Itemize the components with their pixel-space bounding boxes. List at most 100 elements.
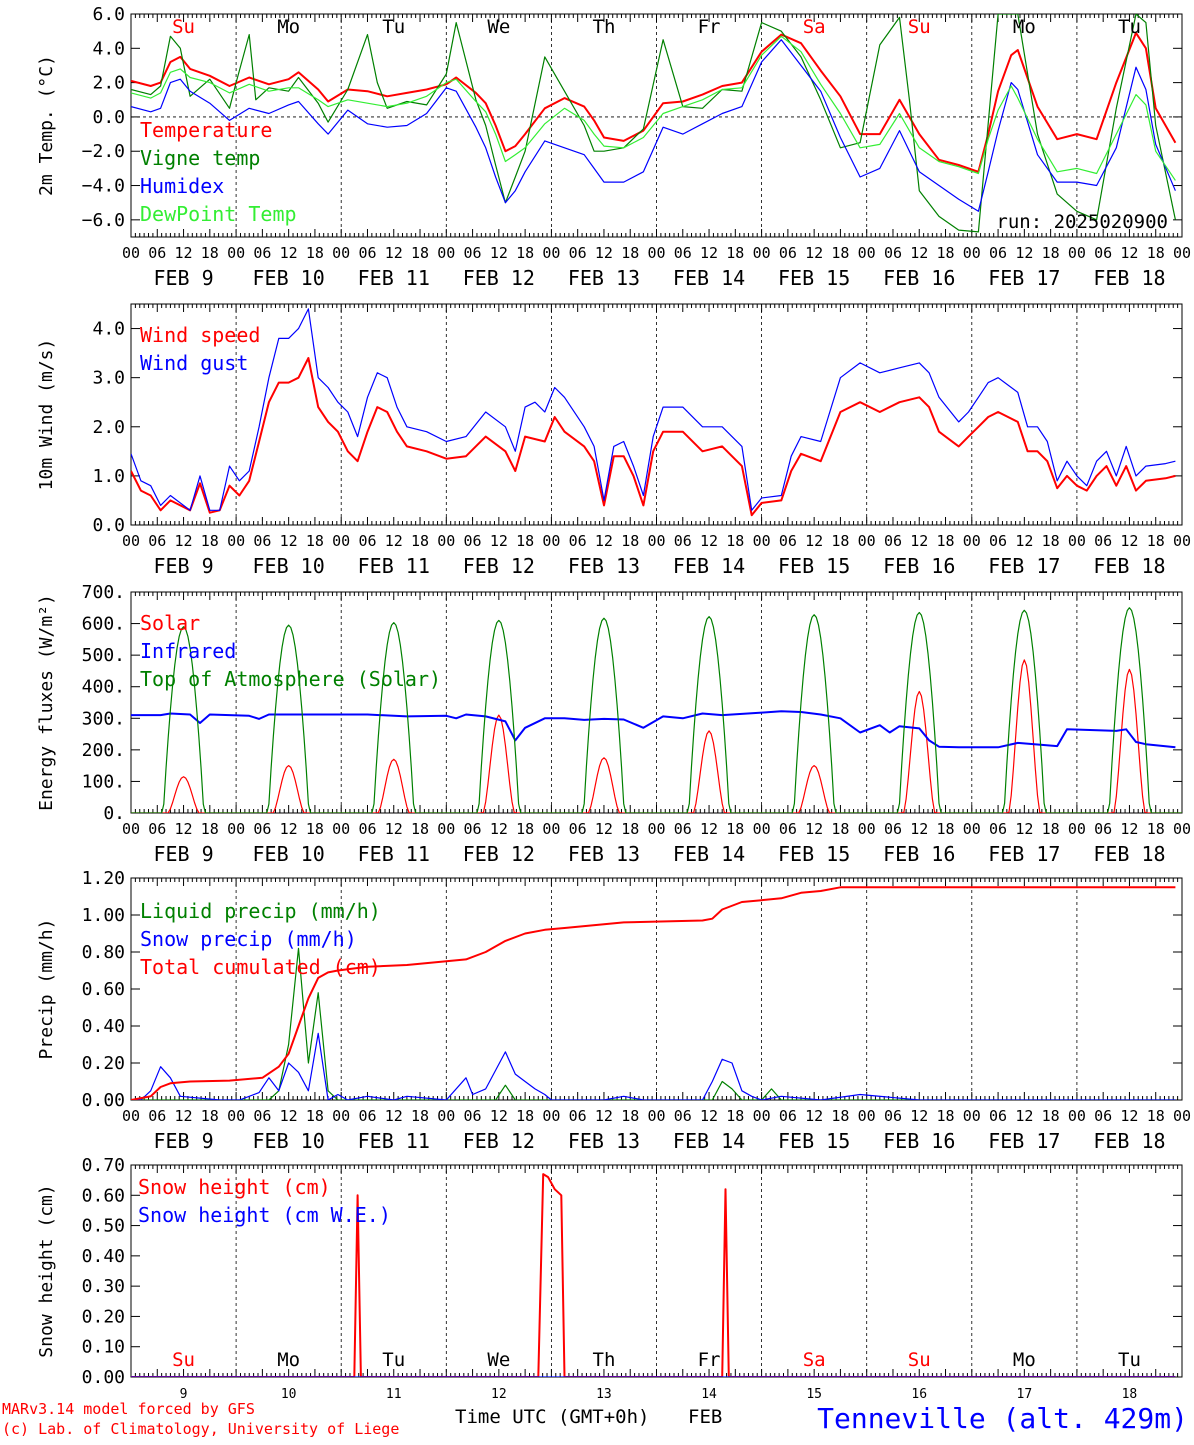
hour-tick-label: 00 xyxy=(858,244,876,262)
hour-tick-label: 12 xyxy=(805,820,823,838)
series-line-snow-precip-mm-h- xyxy=(131,1032,1176,1100)
date-label: FEB 10 xyxy=(253,266,325,290)
hour-tick-label: 06 xyxy=(253,1107,271,1125)
date-label: FEB 15 xyxy=(778,1129,850,1153)
hour-tick-label: 06 xyxy=(569,1107,587,1125)
day-number: 10 xyxy=(281,1387,297,1402)
legend-entry: Vigne temp xyxy=(140,146,260,170)
hour-tick-label: 00 xyxy=(437,532,455,550)
hour-tick-label: 06 xyxy=(884,820,902,838)
hour-tick-label: 06 xyxy=(148,532,166,550)
legend-entry: Snow height (cm) xyxy=(138,1175,331,1199)
hour-tick-label: 06 xyxy=(569,244,587,262)
date-label: FEB 11 xyxy=(358,842,430,866)
weekday-label: Sa xyxy=(803,1349,826,1371)
hour-tick-label: 18 xyxy=(516,244,534,262)
series-line-temperature xyxy=(131,31,1177,173)
hour-tick-label: 00 xyxy=(1068,532,1086,550)
hour-tick-label: 06 xyxy=(989,532,1007,550)
weekday-label: Fr xyxy=(698,16,721,38)
hour-tick-label: 12 xyxy=(805,532,823,550)
hour-tick-label: 12 xyxy=(700,244,718,262)
y-tick-label: 200. xyxy=(82,740,125,761)
hour-tick-label: 12 xyxy=(1015,532,1033,550)
hour-tick-label: 06 xyxy=(464,244,482,262)
weekday-label: Su xyxy=(908,16,931,38)
hour-tick-label: 18 xyxy=(1147,532,1165,550)
weekday-label: Fr xyxy=(698,1349,721,1371)
date-label: FEB 18 xyxy=(1093,842,1165,866)
hour-tick-label: 12 xyxy=(490,244,508,262)
series-line-humidex xyxy=(131,39,1176,212)
hour-tick-label: 12 xyxy=(385,820,403,838)
hour-tick-label: 18 xyxy=(831,244,849,262)
hour-tick-label: 12 xyxy=(280,820,298,838)
hour-tick-label: 12 xyxy=(175,532,193,550)
date-label: FEB 16 xyxy=(883,554,955,578)
hour-tick-label: 12 xyxy=(1120,244,1138,262)
day-number: 13 xyxy=(596,1387,612,1402)
hour-tick-label: 00 xyxy=(1068,1107,1086,1125)
date-label: FEB 16 xyxy=(883,1129,955,1153)
hour-tick-label: 00 xyxy=(122,820,140,838)
hour-tick-label: 18 xyxy=(936,1107,954,1125)
date-label: FEB 14 xyxy=(673,266,745,290)
date-label: FEB 13 xyxy=(568,554,640,578)
y-tick-label: 0.60 xyxy=(82,1185,125,1206)
date-label: FEB 18 xyxy=(1093,1129,1165,1153)
hour-tick-label: 00 xyxy=(858,1107,876,1125)
day-number: 18 xyxy=(1122,1387,1138,1402)
y-axis-title: Precip (mm/h) xyxy=(36,919,57,1060)
hour-tick-label: 18 xyxy=(1147,244,1165,262)
hour-tick-label: 00 xyxy=(647,244,665,262)
hour-tick-label: 12 xyxy=(1015,1107,1033,1125)
hour-tick-label: 06 xyxy=(148,1107,166,1125)
hour-tick-label: 06 xyxy=(1094,244,1112,262)
hour-tick-label: 00 xyxy=(753,820,771,838)
y-tick-label: −4.0 xyxy=(82,176,125,197)
panel-2: 4.0 3.0 2.0 1.0 0.0 10m Wind (m/s) Wind speed W… xyxy=(36,303,1191,578)
hour-tick-label: 06 xyxy=(569,820,587,838)
hour-tick-label: 12 xyxy=(1015,244,1033,262)
run-label: run: 2025020900 xyxy=(996,211,1168,233)
date-label: FEB 12 xyxy=(463,842,535,866)
hour-tick-label: 06 xyxy=(253,244,271,262)
hour-tick-label: 00 xyxy=(963,820,981,838)
hour-tick-label: 06 xyxy=(253,820,271,838)
hour-tick-label: 18 xyxy=(831,532,849,550)
y-tick-label: 500. xyxy=(82,645,125,666)
hour-tick-label: 18 xyxy=(1042,244,1060,262)
legend-entry: DewPoint Temp xyxy=(140,202,297,226)
y-tick-label: 700. xyxy=(82,582,125,603)
hour-tick-label: 06 xyxy=(464,820,482,838)
hour-tick-label: 18 xyxy=(726,1107,744,1125)
hour-tick-label: 06 xyxy=(1094,532,1112,550)
weekday-label: Th xyxy=(593,16,616,38)
hour-tick-label: 00 xyxy=(1173,820,1191,838)
panel-5: 0.70 0.60 0.50 0.40 0.30 0.20 0.10 0.00 Snow hei… xyxy=(36,1155,1183,1388)
series-line-wind-gust xyxy=(131,308,1176,511)
y-tick-label: 0.0 xyxy=(92,515,125,536)
hour-tick-label: 12 xyxy=(175,244,193,262)
date-label: FEB 15 xyxy=(778,842,850,866)
hour-tick-label: 00 xyxy=(858,820,876,838)
y-tick-label: 0.20 xyxy=(82,1053,125,1074)
y-tick-label: 0.20 xyxy=(82,1306,125,1327)
legend-entry: Solar xyxy=(140,611,200,635)
day-number: 14 xyxy=(701,1387,717,1402)
date-label: FEB 9 xyxy=(153,266,213,290)
weekday-label: Tu xyxy=(382,16,405,38)
weekday-label: Tu xyxy=(382,1349,405,1371)
hour-tick-label: 18 xyxy=(831,1107,849,1125)
date-label: FEB 17 xyxy=(988,266,1060,290)
hour-tick-label: 18 xyxy=(726,532,744,550)
hour-tick-label: 18 xyxy=(201,244,219,262)
hour-tick-label: 00 xyxy=(542,532,560,550)
legend-entry: Humidex xyxy=(140,174,224,198)
hour-tick-label: 06 xyxy=(464,532,482,550)
hour-tick-label: 12 xyxy=(175,820,193,838)
hour-tick-label: 12 xyxy=(490,1107,508,1125)
hour-tick-label: 00 xyxy=(437,244,455,262)
hour-tick-label: 12 xyxy=(1120,1107,1138,1125)
weekday-label: Su xyxy=(172,1349,195,1371)
